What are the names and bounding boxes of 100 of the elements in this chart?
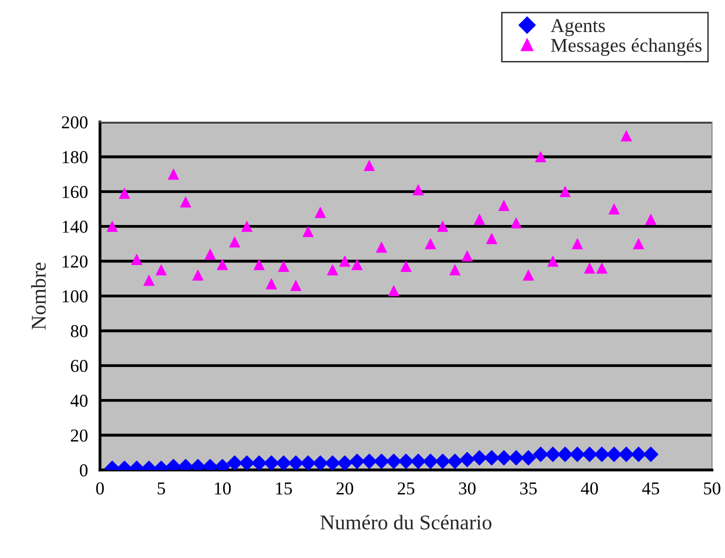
point (633, 238, 644, 250)
point (239, 455, 255, 470)
y-tick-label: 100 (62, 290, 88, 302)
point (290, 280, 302, 292)
y-tick-label: 200 (62, 116, 88, 128)
point (278, 260, 290, 272)
point (143, 274, 154, 286)
y-tick-label: 40 (70, 394, 88, 407)
point (460, 452, 475, 468)
point (168, 168, 179, 180)
point (620, 130, 632, 142)
point (608, 204, 620, 214)
point (400, 260, 412, 272)
point (264, 455, 279, 470)
x-tick-label: 30 (459, 482, 476, 495)
point (398, 454, 414, 469)
point (118, 188, 130, 199)
point (630, 446, 646, 462)
point (227, 455, 242, 470)
x-tick-label: 20 (336, 482, 354, 495)
x-tick-label: 15 (276, 482, 292, 495)
y-tick-label: 0 (80, 464, 88, 476)
point (645, 214, 656, 225)
x-tick-label: 25 (398, 482, 414, 495)
point (560, 186, 571, 198)
x-tick-label: 50 (704, 482, 720, 495)
point (364, 160, 375, 171)
point (374, 454, 390, 469)
point (106, 220, 118, 232)
point (584, 262, 596, 274)
y-tick-label: 140 (62, 220, 88, 233)
point (324, 455, 340, 470)
point (288, 455, 304, 470)
x-tick-label: 40 (580, 482, 598, 495)
point (352, 259, 363, 270)
point (522, 270, 534, 281)
point (180, 196, 192, 208)
point (376, 242, 388, 253)
point (229, 236, 240, 248)
y-axis-title: Nombre (31, 262, 46, 330)
point (254, 259, 265, 270)
point (508, 450, 524, 466)
point (533, 446, 548, 462)
point (449, 264, 460, 276)
point (570, 446, 585, 462)
point (520, 450, 536, 466)
y-tick-label: 80 (70, 325, 88, 338)
point (192, 270, 204, 281)
y-tick-label: 160 (62, 186, 88, 198)
point (131, 254, 142, 265)
point (312, 455, 328, 470)
point (251, 455, 267, 470)
point (462, 250, 473, 262)
point (498, 200, 510, 212)
point (300, 455, 316, 470)
point (545, 446, 561, 462)
point (266, 278, 277, 290)
point (339, 256, 350, 267)
point (557, 446, 573, 462)
legend-label: Agents (550, 19, 605, 36)
point (596, 262, 608, 274)
y-tick-label: 120 (62, 255, 88, 268)
point (241, 220, 252, 232)
point (314, 206, 326, 218)
point (582, 446, 598, 462)
x-tick-label: 45 (642, 482, 660, 495)
x-tick-label: 5 (158, 482, 166, 495)
point (435, 454, 450, 469)
point (643, 446, 658, 462)
point (302, 226, 314, 238)
point (572, 238, 583, 250)
point (216, 259, 228, 270)
point (618, 446, 634, 462)
point (337, 455, 352, 470)
point (410, 454, 426, 469)
point (510, 217, 522, 228)
point (388, 285, 400, 296)
y-tick-label: 60 (70, 360, 88, 372)
point (424, 238, 436, 250)
point (386, 454, 402, 469)
point (474, 214, 485, 225)
point (594, 446, 610, 462)
point (472, 450, 488, 466)
point (547, 256, 558, 267)
point (422, 454, 438, 469)
point (156, 264, 167, 276)
point (412, 184, 424, 196)
point (486, 233, 498, 244)
point (606, 446, 622, 462)
x-axis-title: Numéro du Scénario (320, 514, 492, 530)
point (276, 455, 292, 470)
point (362, 454, 377, 469)
point (204, 248, 216, 260)
point (496, 450, 512, 466)
point (349, 454, 365, 469)
y-tick-label: 20 (70, 429, 88, 442)
point (484, 450, 500, 466)
point (437, 220, 448, 232)
x-tick-label: 35 (520, 482, 537, 495)
point (535, 151, 546, 162)
